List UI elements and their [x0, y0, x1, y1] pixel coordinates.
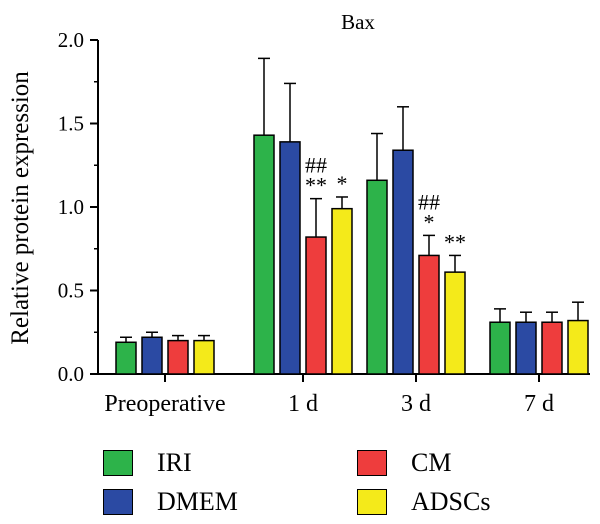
- y-tick-label: 2.0: [58, 28, 84, 52]
- significance-marker: ##: [305, 153, 327, 178]
- bar-adscs-3-d: [444, 271, 466, 375]
- significance-marker: *: [424, 209, 435, 234]
- bar-dmem-1-d: [279, 141, 301, 375]
- bar-adscs-preoperative: [193, 339, 215, 375]
- bar-dmem-preoperative: [141, 336, 163, 375]
- bar-cm-1-d: [305, 236, 327, 375]
- y-tick-label: 1.0: [58, 195, 84, 219]
- bar-iri-3-d: [366, 179, 388, 375]
- significance-marker: **: [305, 173, 327, 198]
- significance-marker: ##: [418, 189, 440, 214]
- y-tick-label: 1.5: [58, 112, 84, 136]
- significance-marker: **: [444, 229, 466, 254]
- chart-title: Bax: [341, 10, 375, 34]
- x-tick-label: 3 d: [401, 391, 431, 417]
- bar-cm-7-d: [541, 321, 563, 375]
- axes: 0.0 0.5 1.0 1.5 2.0 Preoperative 1 d 3 d 7 d: [58, 28, 590, 417]
- x-tick-label: Preoperative: [104, 391, 225, 417]
- bar-iri-preoperative: [115, 341, 137, 375]
- bar-dmem-3-d: [392, 149, 414, 375]
- bar-iri-7-d: [489, 321, 511, 375]
- y-tick-label: 0.5: [58, 279, 84, 303]
- y-tick-label: 0.0: [58, 362, 84, 386]
- significance-marker: *: [337, 171, 348, 196]
- significance-annotations: ##** *##***: [305, 153, 466, 255]
- bar-dmem-7-d: [515, 321, 537, 375]
- bar-cm-3-d: [418, 254, 440, 375]
- bar-iri-1-d: [253, 134, 275, 375]
- bars: [115, 57, 589, 375]
- y-axis-label: Relative protein expression: [7, 71, 34, 345]
- bar-cm-preoperative: [167, 339, 189, 375]
- bar-adscs-7-d: [567, 319, 589, 375]
- bar-adscs-1-d: [331, 207, 353, 375]
- x-tick-label: 1 d: [288, 391, 318, 417]
- x-tick-label: 7 d: [524, 391, 554, 417]
